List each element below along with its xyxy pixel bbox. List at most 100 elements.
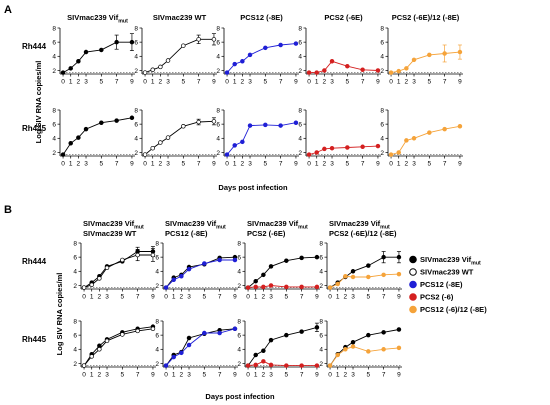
y-tick-label: 4 xyxy=(155,269,159,276)
panel-a-row-label: Rh445 xyxy=(22,124,47,133)
x-tick-label: 2 xyxy=(344,294,348,301)
y-tick-label: 6 xyxy=(73,254,77,261)
panel-a-letter: A xyxy=(4,4,12,16)
x-tick-label: 2 xyxy=(98,294,102,301)
data-point-pcs12 xyxy=(293,41,299,46)
y-tick-label: 6 xyxy=(380,39,384,46)
data-point-pcs12 xyxy=(240,59,245,64)
y-tick-label: 2 xyxy=(52,150,56,157)
x-tick-label: 9 xyxy=(130,79,134,86)
data-point-wt xyxy=(81,285,87,290)
series-line-wt xyxy=(144,120,214,155)
x-tick-label: 3 xyxy=(248,79,252,86)
series-line-vif xyxy=(247,256,317,288)
x-tick-label: 2 xyxy=(262,294,266,301)
y-tick-label: 2 xyxy=(134,150,138,157)
data-point-wt xyxy=(104,338,110,344)
series-line-wt xyxy=(83,254,153,289)
y-tick-label: 2 xyxy=(380,68,384,75)
data-point-combo xyxy=(427,130,432,135)
data-point-combo xyxy=(396,68,401,74)
legend-marker xyxy=(409,255,417,264)
data-point-combo xyxy=(388,152,394,157)
y-tick-label: 2 xyxy=(52,68,56,75)
data-point-pcs12 xyxy=(224,152,230,157)
x-tick-label: 3 xyxy=(84,79,88,86)
x-tick-label: 5 xyxy=(182,161,186,168)
y-tick-label: 4 xyxy=(52,136,56,143)
x-tick-label: 0 xyxy=(328,294,332,301)
x-tick-label: 9 xyxy=(397,372,401,379)
data-point-wt xyxy=(135,252,140,258)
data-point-combo xyxy=(457,49,463,55)
y-tick-label: 8 xyxy=(380,107,384,114)
data-point-vif xyxy=(60,152,66,157)
legend-label: SIVmac239 Vifmut xyxy=(420,255,481,266)
series-line-combo xyxy=(329,273,399,289)
x-tick-label: 1 xyxy=(336,372,340,379)
y-tick-label: 4 xyxy=(380,136,384,143)
y-tick-label: 4 xyxy=(237,269,241,276)
data-point-pcs12 xyxy=(217,257,222,263)
x-tick-label: 5 xyxy=(367,372,371,379)
x-tick-label: 5 xyxy=(285,294,289,301)
x-tick-label: 2 xyxy=(241,161,245,168)
x-tick-label: 1 xyxy=(233,161,237,168)
panel-a-row-label: Rh444 xyxy=(22,42,47,51)
y-tick-label: 8 xyxy=(73,318,77,325)
x-tick-label: 3 xyxy=(187,294,191,301)
panel-a-y-label: Log SIV RNA copies/ml xyxy=(34,61,43,144)
x-tick-label: 7 xyxy=(197,79,201,86)
data-point-pcs12 xyxy=(263,45,268,51)
x-tick-label: 3 xyxy=(166,79,170,86)
x-tick-label: 7 xyxy=(300,294,304,301)
data-point-wt xyxy=(142,70,148,75)
panel-a-title-4: PCS2 (-6E) xyxy=(324,13,363,22)
data-point-wt xyxy=(89,282,94,288)
x-tick-label: 9 xyxy=(458,161,462,168)
data-point-pcs2 xyxy=(360,144,365,150)
x-tick-label: 3 xyxy=(105,372,109,379)
x-tick-label: 7 xyxy=(136,294,140,301)
x-tick-label: 9 xyxy=(376,161,380,168)
panel-a-title-1: SIVmac239 Vifmut xyxy=(67,13,128,24)
data-point-combo xyxy=(404,138,409,143)
x-tick-label: 0 xyxy=(225,161,229,168)
legend-label: PCS12 (-6)/12 (-8E) xyxy=(420,305,487,314)
y-tick-label: 2 xyxy=(73,283,77,290)
data-point-vif xyxy=(253,278,258,284)
x-tick-label: 1 xyxy=(397,161,401,168)
data-point-combo xyxy=(404,66,409,71)
data-point-vif xyxy=(99,47,104,53)
x-tick-label: 5 xyxy=(182,79,186,86)
x-tick-label: 3 xyxy=(269,372,273,379)
data-point-pcs12 xyxy=(293,120,299,125)
x-tick-label: 7 xyxy=(279,161,283,168)
data-point-pcs2 xyxy=(360,67,365,73)
x-tick-label: 5 xyxy=(428,79,432,86)
y-tick-label: 6 xyxy=(134,39,138,46)
data-point-pcs12 xyxy=(186,342,192,348)
x-tick-label: 9 xyxy=(376,79,380,86)
data-point-pcs2 xyxy=(261,359,266,364)
y-tick-label: 8 xyxy=(52,25,56,32)
x-tick-label: 3 xyxy=(412,79,416,86)
data-point-wt xyxy=(211,119,217,124)
y-tick-label: 8 xyxy=(298,107,302,114)
series-line-vif xyxy=(247,326,318,366)
x-tick-label: 9 xyxy=(233,372,237,379)
data-point-vif xyxy=(396,327,402,332)
y-tick-label: 4 xyxy=(216,54,220,61)
data-point-pcs12 xyxy=(179,350,184,356)
data-point-vif xyxy=(99,120,104,125)
data-point-pcs12 xyxy=(232,257,238,263)
